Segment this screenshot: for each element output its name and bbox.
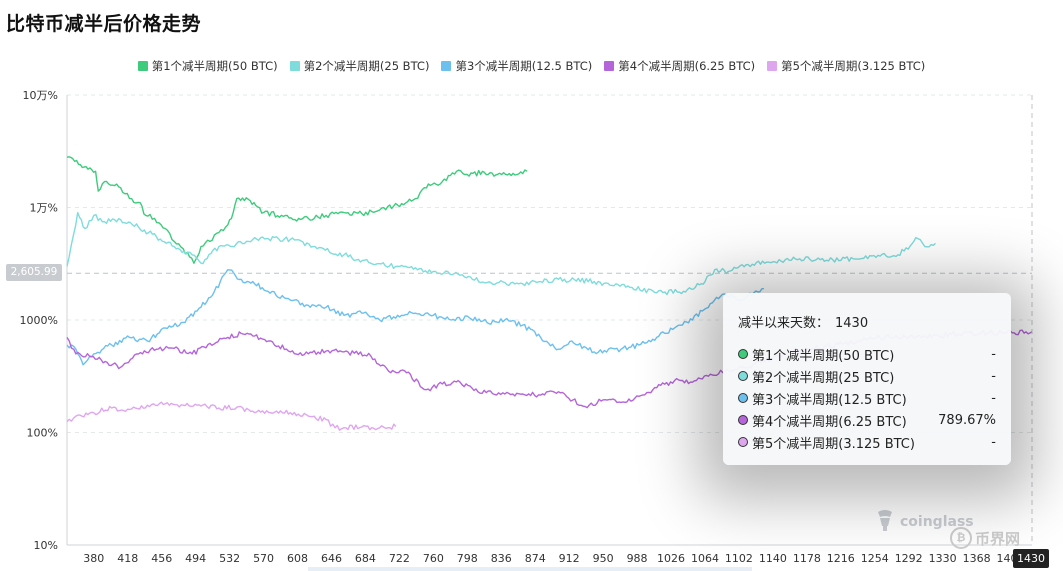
series-dot-icon [738,393,748,403]
x-tick-label: 1178 [793,552,821,565]
chart-legend: 第1个减半周期(50 BTC) 第2个减半周期(25 BTC) 第3个减半周期(… [0,58,1063,74]
series-line-cycle-1 [66,156,528,264]
legend-item-cycle-4[interactable]: 第4个减半周期(6.25 BTC) [604,58,755,74]
x-tick-label: 380 [83,552,104,565]
tooltip-row: 第1个减半周期(50 BTC) - [738,343,996,365]
page-title: 比特币减半后价格走势 [6,13,202,35]
x-tick-label: 950 [593,552,614,565]
series-line-cycle-3 [66,269,764,366]
x-tick-label: 874 [525,552,546,565]
series-line-cycle-2 [66,211,936,296]
x-tick-label: 1292 [895,552,923,565]
legend-swatch-cycle-4 [604,61,615,71]
tooltip-series-value: - [991,346,996,362]
tooltip-row: 第3个减半周期(12.5 BTC) - [738,387,996,409]
series-dot-icon [738,349,748,359]
x-crosshair-value-label: 1430 [1013,549,1049,568]
legend-label-cycle-5: 第5个减半周期(3.125 BTC) [781,59,926,73]
chart-zoom-scrollbar[interactable] [308,567,752,571]
y-tick-label: 10% [34,539,58,552]
x-tick-label: 722 [389,552,410,565]
legend-swatch-cycle-5 [767,61,778,71]
chart-crosshair [67,95,1033,545]
chart-tooltip: 减半以来天数： 1430 第1个减半周期(50 BTC) - 第2个减半周期(25… [723,293,1011,465]
tooltip-series-name: 第4个减半周期(6.25 BTC) [752,414,907,430]
tooltip-header-value: 1430 [835,316,869,331]
x-tick-label: 1064 [691,552,719,565]
coinglass-watermark: coinglass [874,508,974,536]
tooltip-row: 第4个减半周期(6.25 BTC) 789.67% [738,409,996,431]
legend-item-cycle-3[interactable]: 第3个减半周期(12.5 BTC) [441,58,592,74]
x-tick-label: 646 [321,552,342,565]
legend-label-cycle-3: 第3个减半周期(12.5 BTC) [455,59,593,73]
tooltip-series-value: - [991,368,996,384]
series-dot-icon [738,371,748,381]
tooltip-series-value: - [991,434,996,450]
bijie-watermark: ₿ 币界网 [950,527,1020,549]
x-axis: 380 418 456 494 532 570 608 646 684 722 760 798 836 8… [67,544,1032,565]
x-tick-label: 912 [559,552,580,565]
x-tick-label: 1368 [963,552,991,565]
x-tick-label: 1140 [759,552,787,565]
chart-series [66,156,1033,431]
x-tick-label: 798 [457,552,478,565]
legend-label-cycle-4: 第4个减半周期(6.25 BTC) [618,59,756,73]
x-tick-label: 836 [491,552,512,565]
y-tick-label: 1000% [20,314,58,327]
watermark-text-2: 币界网 [975,529,1021,548]
series-dot-icon [738,415,748,425]
legend-item-cycle-5[interactable]: 第5个减半周期(3.125 BTC) [767,58,925,74]
x-tick-label: 760 [423,552,444,565]
legend-item-cycle-1[interactable]: 第1个减半周期(50 BTC) [137,58,278,74]
y-axis: 10万% 1万% 1000% 100% 10% [20,89,68,552]
legend-swatch-cycle-2 [289,61,300,71]
tooltip-series-value: 789.67% [938,412,996,428]
tooltip-series-value: - [991,390,996,406]
legend-label-cycle-2: 第2个减半周期(25 BTC) [303,59,430,73]
x-tick-label: 1254 [861,552,889,565]
tooltip-series-name: 第1个减半周期(50 BTC) [752,348,895,364]
x-tick-label: 988 [627,552,648,565]
x-tick-label: 494 [185,552,206,565]
tooltip-header: 减半以来天数： 1430 [738,312,868,331]
x-tick-label: 608 [287,552,308,565]
y-tick-label: 1万% [30,202,58,215]
tooltip-series-name: 第5个减半周期(3.125 BTC) [752,436,915,452]
x-tick-label: 684 [355,552,376,565]
x-tick-label: 1026 [657,552,685,565]
x-tick-label: 1216 [827,552,855,565]
x-tick-label: 1102 [725,552,753,565]
legend-swatch-cycle-3 [441,61,452,71]
bitcoin-circle-icon: ₿ [950,527,972,549]
series-line-cycle-5 [66,401,397,431]
tooltip-row: 第5个减半周期(3.125 BTC) - [738,431,996,453]
tooltip-series-name: 第3个减半周期(12.5 BTC) [752,392,907,408]
x-tick-label: 1330 [929,552,957,565]
series-dot-icon [738,437,748,447]
legend-label-cycle-1: 第1个减半周期(50 BTC) [151,59,278,73]
legend-swatch-cycle-1 [137,61,148,71]
tooltip-series-name: 第2个减半周期(25 BTC) [752,370,895,386]
x-tick-label: 418 [117,552,138,565]
tooltip-row: 第2个减半周期(25 BTC) - [738,365,996,387]
tooltip-rows: 第1个减半周期(50 BTC) - 第2个减半周期(25 BTC) - 第3个减… [738,343,996,453]
y-crosshair-value-label: 2,605.99 [6,264,62,281]
legend-item-cycle-2[interactable]: 第2个减半周期(25 BTC) [289,58,430,74]
y-tick-label: 100% [27,427,58,440]
x-tick-label: 532 [219,552,240,565]
y-tick-label: 10万% [23,89,58,102]
tooltip-header-label: 减半以来天数： [738,316,830,331]
x-tick-label: 570 [253,552,274,565]
x-tick-label: 456 [151,552,172,565]
watermark-text: coinglass [900,514,974,530]
coinglass-logo-icon [874,508,896,536]
